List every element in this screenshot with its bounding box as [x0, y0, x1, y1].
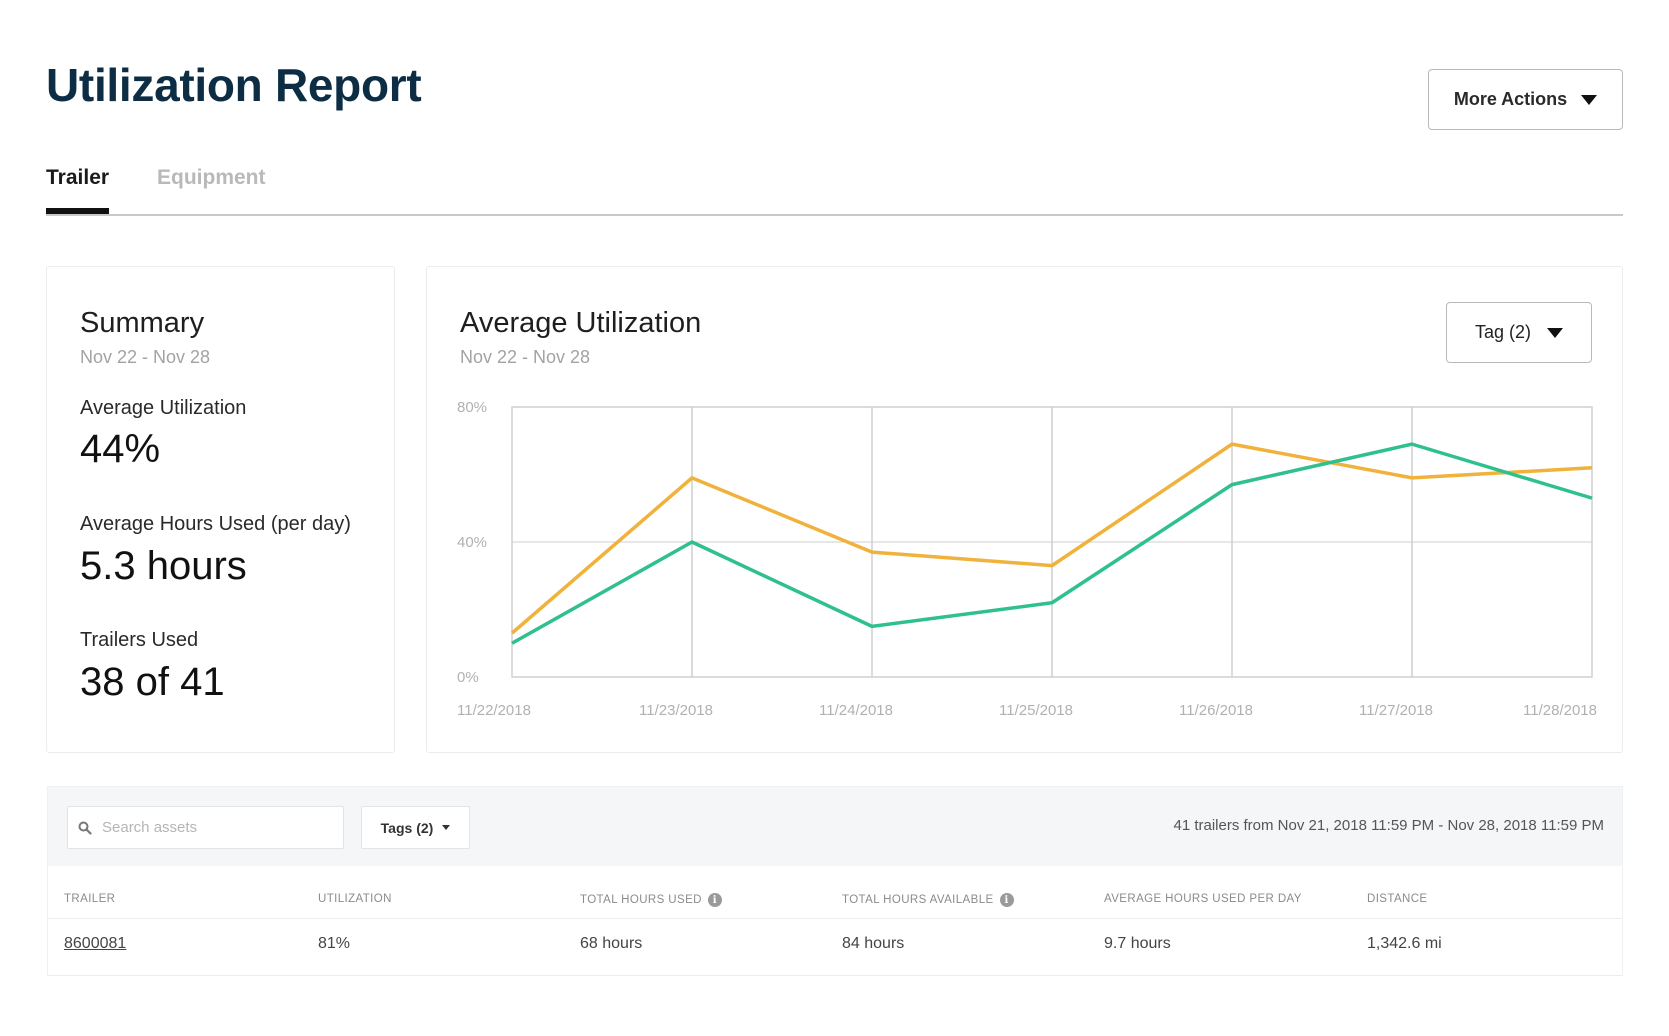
- x-tick-label: 11/24/2018: [819, 702, 893, 719]
- stat-value-average-utilization: 44%: [80, 427, 161, 471]
- column-header[interactable]: UTILIZATION: [318, 893, 392, 905]
- tab-trailer[interactable]: Trailer: [46, 166, 110, 214]
- search-assets-field[interactable]: [67, 806, 344, 849]
- y-tick-label: 80%: [457, 399, 487, 416]
- stat-value-trailers-used: 38 of 41: [80, 660, 225, 704]
- column-header[interactable]: TOTAL HOURS USED i: [580, 893, 722, 907]
- table-cell: 81%: [318, 935, 351, 952]
- column-header-label: TRAILER: [64, 893, 116, 905]
- stat-value-average-hours: 5.3 hours: [80, 544, 247, 588]
- column-header[interactable]: AVERAGE HOURS USED PER DAY: [1104, 893, 1302, 905]
- stat-label-average-hours: Average Hours Used (per day): [80, 513, 351, 535]
- caret-down-icon: [1547, 327, 1564, 338]
- x-tick-label: 11/22/2018: [457, 702, 531, 719]
- chart-title: Average Utilization: [460, 307, 702, 339]
- tags-filter-label: Tags (2): [380, 819, 434, 836]
- column-header-label: DISTANCE: [1367, 893, 1428, 905]
- x-tick-label: 11/23/2018: [639, 702, 713, 719]
- caret-down-icon: [442, 825, 451, 830]
- table-cell: 1,342.6 mi: [1367, 935, 1442, 952]
- results-range-text: 41 trailers from Nov 21, 2018 11:59 PM -…: [1173, 817, 1604, 834]
- column-header-label: TOTAL HOURS AVAILABLE: [842, 894, 994, 906]
- table-cell: 9.7 hours: [1104, 935, 1171, 952]
- tag-filter-button[interactable]: Tag (2): [1446, 302, 1592, 363]
- column-header-label: AVERAGE HOURS USED PER DAY: [1104, 893, 1302, 905]
- tag-filter-label: Tag (2): [1474, 322, 1532, 342]
- column-header[interactable]: TOTAL HOURS AVAILABLE i: [842, 893, 1014, 907]
- column-header-label: TOTAL HOURS USED: [580, 894, 702, 906]
- tab-equipment[interactable]: Equipment: [157, 166, 266, 189]
- x-tick-label: 11/25/2018: [999, 702, 1073, 719]
- column-header[interactable]: TRAILER: [64, 893, 115, 905]
- page-title: Utilization Report: [46, 59, 422, 111]
- y-tick-label: 0%: [457, 669, 479, 686]
- x-tick-label: 11/26/2018: [1179, 702, 1253, 719]
- column-header[interactable]: DISTANCE: [1367, 893, 1428, 905]
- chart-card: Average Utilization Nov 22 - Nov 28 Tag …: [426, 266, 1623, 753]
- summary-date-range: Nov 22 - Nov 28: [80, 347, 211, 367]
- stat-label-trailers-used: Trailers Used: [80, 629, 199, 651]
- x-tick-label: 11/27/2018: [1359, 702, 1433, 719]
- tab-bar: Trailer Equipment: [46, 166, 1623, 216]
- table-cell: 68 hours: [580, 935, 643, 952]
- more-actions-button[interactable]: More Actions: [1428, 69, 1623, 130]
- stat-label-average-utilization: Average Utilization: [80, 397, 247, 419]
- row-divider: [48, 975, 1622, 976]
- header-divider: [48, 918, 1622, 919]
- table-row: 8600081 81% 68 hours 84 hours 9.7 hours 1,342…: [48, 787, 1622, 977]
- search-assets-input[interactable]: [102, 819, 322, 836]
- caret-down-icon: [1581, 94, 1598, 105]
- trailer-link[interactable]: 8600081: [64, 935, 127, 952]
- info-icon[interactable]: i: [999, 893, 1014, 907]
- y-tick-label: 40%: [457, 534, 487, 551]
- chart-date-range: Nov 22 - Nov 28: [460, 347, 591, 367]
- search-icon: [78, 821, 92, 835]
- more-actions-label: More Actions: [1453, 89, 1568, 109]
- utilization-line-chart: 0% 40% 80% 11/22/2018 11/23/2018 11/24/2018 11…: [457, 399, 1597, 719]
- table-toolbar: Tags (2) 41 trailers from Nov 21, 2018 1…: [48, 787, 1622, 866]
- info-icon[interactable]: i: [707, 893, 722, 907]
- table-cell: 84 hours: [842, 935, 905, 952]
- summary-title: Summary: [80, 307, 205, 339]
- column-header-label: UTILIZATION: [318, 893, 392, 905]
- summary-card: Summary Nov 22 - Nov 28 Average Utilizat…: [46, 266, 395, 753]
- assets-table-panel: Tags (2) 41 trailers from Nov 21, 2018 1…: [47, 786, 1623, 976]
- x-tick-label: 11/28/2018: [1523, 702, 1597, 719]
- tags-filter-button[interactable]: Tags (2): [361, 806, 470, 849]
